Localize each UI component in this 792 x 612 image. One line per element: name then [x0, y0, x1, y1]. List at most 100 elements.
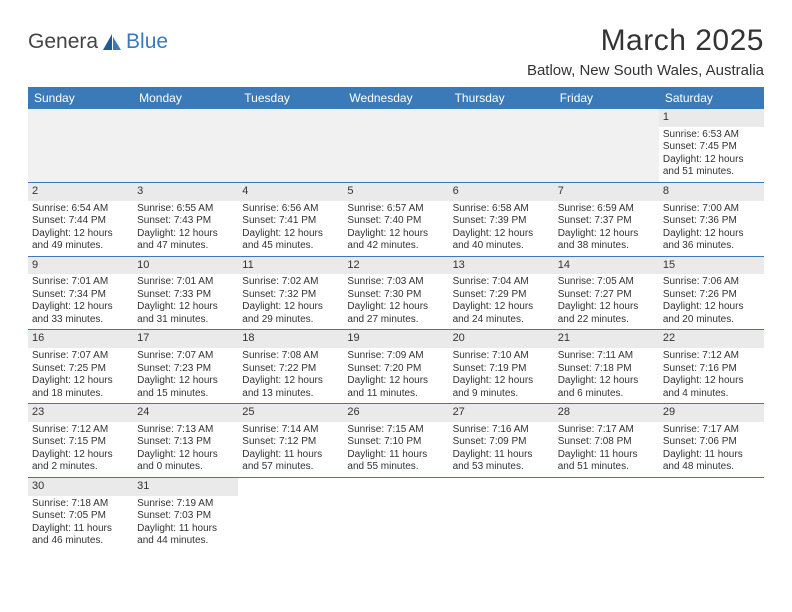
calendar-cell: 20Sunrise: 7:10 AMSunset: 7:19 PMDayligh… [449, 330, 554, 404]
cell-line: Sunset: 7:18 PM [558, 363, 655, 376]
cell-line: Sunset: 7:22 PM [242, 363, 339, 376]
cell-line: Daylight: 12 hours [558, 301, 655, 314]
cell-line: Sunrise: 7:10 AM [453, 350, 550, 363]
cell-line: Sunset: 7:09 PM [453, 436, 550, 449]
cell-line: Sunrise: 7:05 AM [558, 276, 655, 289]
cell-line: and 36 minutes. [663, 240, 760, 253]
cell-line: Sunset: 7:08 PM [558, 436, 655, 449]
calendar-cell: 1Sunrise: 6:53 AMSunset: 7:45 PMDaylight… [659, 109, 764, 183]
cell-line: Daylight: 12 hours [242, 301, 339, 314]
cell-line: Daylight: 11 hours [137, 523, 234, 536]
cell-line: Sunset: 7:41 PM [242, 215, 339, 228]
calendar-week: 16Sunrise: 7:07 AMSunset: 7:25 PMDayligh… [28, 330, 764, 404]
day-number: 10 [133, 257, 238, 275]
cell-line: Sunrise: 7:09 AM [347, 350, 444, 363]
cell-line: Sunrise: 7:11 AM [558, 350, 655, 363]
cell-line: Sunrise: 7:12 AM [32, 424, 129, 437]
cell-line: and 20 minutes. [663, 314, 760, 327]
calendar-body: 1Sunrise: 6:53 AMSunset: 7:45 PMDaylight… [28, 109, 764, 551]
cell-line: Daylight: 12 hours [558, 228, 655, 241]
calendar-cell: 17Sunrise: 7:07 AMSunset: 7:23 PMDayligh… [133, 330, 238, 404]
calendar-cell: 12Sunrise: 7:03 AMSunset: 7:30 PMDayligh… [343, 257, 448, 331]
cell-line: Sunrise: 7:01 AM [137, 276, 234, 289]
day-number: 15 [659, 257, 764, 275]
calendar-cell: 26Sunrise: 7:15 AMSunset: 7:10 PMDayligh… [343, 404, 448, 478]
cell-line: Sunrise: 6:55 AM [137, 203, 234, 216]
cell-line: Daylight: 12 hours [242, 375, 339, 388]
weekday-header: SundayMondayTuesdayWednesdayThursdayFrid… [28, 87, 764, 109]
day-number: 21 [554, 330, 659, 348]
cell-line: Sunset: 7:12 PM [242, 436, 339, 449]
logo: Genera Blue [28, 24, 168, 54]
calendar-cell: 27Sunrise: 7:16 AMSunset: 7:09 PMDayligh… [449, 404, 554, 478]
cell-line: Sunset: 7:40 PM [347, 215, 444, 228]
calendar-cell-empty [449, 478, 554, 551]
cell-line: Sunrise: 7:16 AM [453, 424, 550, 437]
day-number: 29 [659, 404, 764, 422]
cell-line: Daylight: 12 hours [32, 301, 129, 314]
day-number: 14 [554, 257, 659, 275]
weekday-label: Wednesday [343, 87, 448, 109]
cell-line: Sunrise: 7:13 AM [137, 424, 234, 437]
day-number: 7 [554, 183, 659, 201]
cell-line: Sunrise: 6:54 AM [32, 203, 129, 216]
calendar-cell: 22Sunrise: 7:12 AMSunset: 7:16 PMDayligh… [659, 330, 764, 404]
cell-line: and 18 minutes. [32, 388, 129, 401]
cell-line: Sunrise: 6:56 AM [242, 203, 339, 216]
cell-line: and 0 minutes. [137, 461, 234, 474]
cell-line: and 48 minutes. [663, 461, 760, 474]
cell-line: and 51 minutes. [663, 166, 760, 179]
cell-line: and 24 minutes. [453, 314, 550, 327]
cell-line: Sunset: 7:16 PM [663, 363, 760, 376]
cell-line: Sunset: 7:23 PM [137, 363, 234, 376]
day-number: 16 [28, 330, 133, 348]
cell-line: Sunrise: 7:18 AM [32, 498, 129, 511]
cell-line: Sunset: 7:37 PM [558, 215, 655, 228]
cell-line: Daylight: 12 hours [32, 449, 129, 462]
day-number: 11 [238, 257, 343, 275]
calendar-cell: 31Sunrise: 7:19 AMSunset: 7:03 PMDayligh… [133, 478, 238, 551]
cell-line: Sunrise: 7:07 AM [32, 350, 129, 363]
calendar-cell-empty [238, 109, 343, 183]
day-number: 3 [133, 183, 238, 201]
calendar-cell: 9Sunrise: 7:01 AMSunset: 7:34 PMDaylight… [28, 257, 133, 331]
cell-line: Sunset: 7:20 PM [347, 363, 444, 376]
day-number: 23 [28, 404, 133, 422]
cell-line: Sunrise: 7:07 AM [137, 350, 234, 363]
cell-line: and 53 minutes. [453, 461, 550, 474]
cell-line: and 40 minutes. [453, 240, 550, 253]
cell-line: and 2 minutes. [32, 461, 129, 474]
calendar-cell: 23Sunrise: 7:12 AMSunset: 7:15 PMDayligh… [28, 404, 133, 478]
weekday-label: Friday [554, 87, 659, 109]
cell-line: and 15 minutes. [137, 388, 234, 401]
day-number: 5 [343, 183, 448, 201]
calendar-cell: 14Sunrise: 7:05 AMSunset: 7:27 PMDayligh… [554, 257, 659, 331]
calendar-cell: 16Sunrise: 7:07 AMSunset: 7:25 PMDayligh… [28, 330, 133, 404]
logo-text-1: Genera [28, 30, 98, 54]
cell-line: Sunset: 7:05 PM [32, 510, 129, 523]
cell-line: and 29 minutes. [242, 314, 339, 327]
calendar-cell: 30Sunrise: 7:18 AMSunset: 7:05 PMDayligh… [28, 478, 133, 551]
calendar-cell: 25Sunrise: 7:14 AMSunset: 7:12 PMDayligh… [238, 404, 343, 478]
cell-line: Daylight: 11 hours [558, 449, 655, 462]
calendar-cell-empty [659, 478, 764, 551]
cell-line: Daylight: 11 hours [453, 449, 550, 462]
cell-line: Sunset: 7:36 PM [663, 215, 760, 228]
cell-line: Sunrise: 7:14 AM [242, 424, 339, 437]
logo-text-2: Blue [126, 30, 168, 54]
calendar-week: 30Sunrise: 7:18 AMSunset: 7:05 PMDayligh… [28, 478, 764, 551]
cell-line: Daylight: 12 hours [453, 375, 550, 388]
cell-line: Daylight: 12 hours [137, 449, 234, 462]
cell-line: Sunrise: 7:04 AM [453, 276, 550, 289]
calendar-cell-empty [554, 478, 659, 551]
day-number: 1 [659, 109, 764, 127]
day-number: 20 [449, 330, 554, 348]
cell-line: Daylight: 12 hours [663, 228, 760, 241]
cell-line: Daylight: 12 hours [32, 375, 129, 388]
day-number: 13 [449, 257, 554, 275]
cell-line: Sunrise: 7:17 AM [558, 424, 655, 437]
cell-line: Sunrise: 6:53 AM [663, 129, 760, 142]
day-number: 25 [238, 404, 343, 422]
calendar-cell: 5Sunrise: 6:57 AMSunset: 7:40 PMDaylight… [343, 183, 448, 257]
cell-line: Sunrise: 7:17 AM [663, 424, 760, 437]
